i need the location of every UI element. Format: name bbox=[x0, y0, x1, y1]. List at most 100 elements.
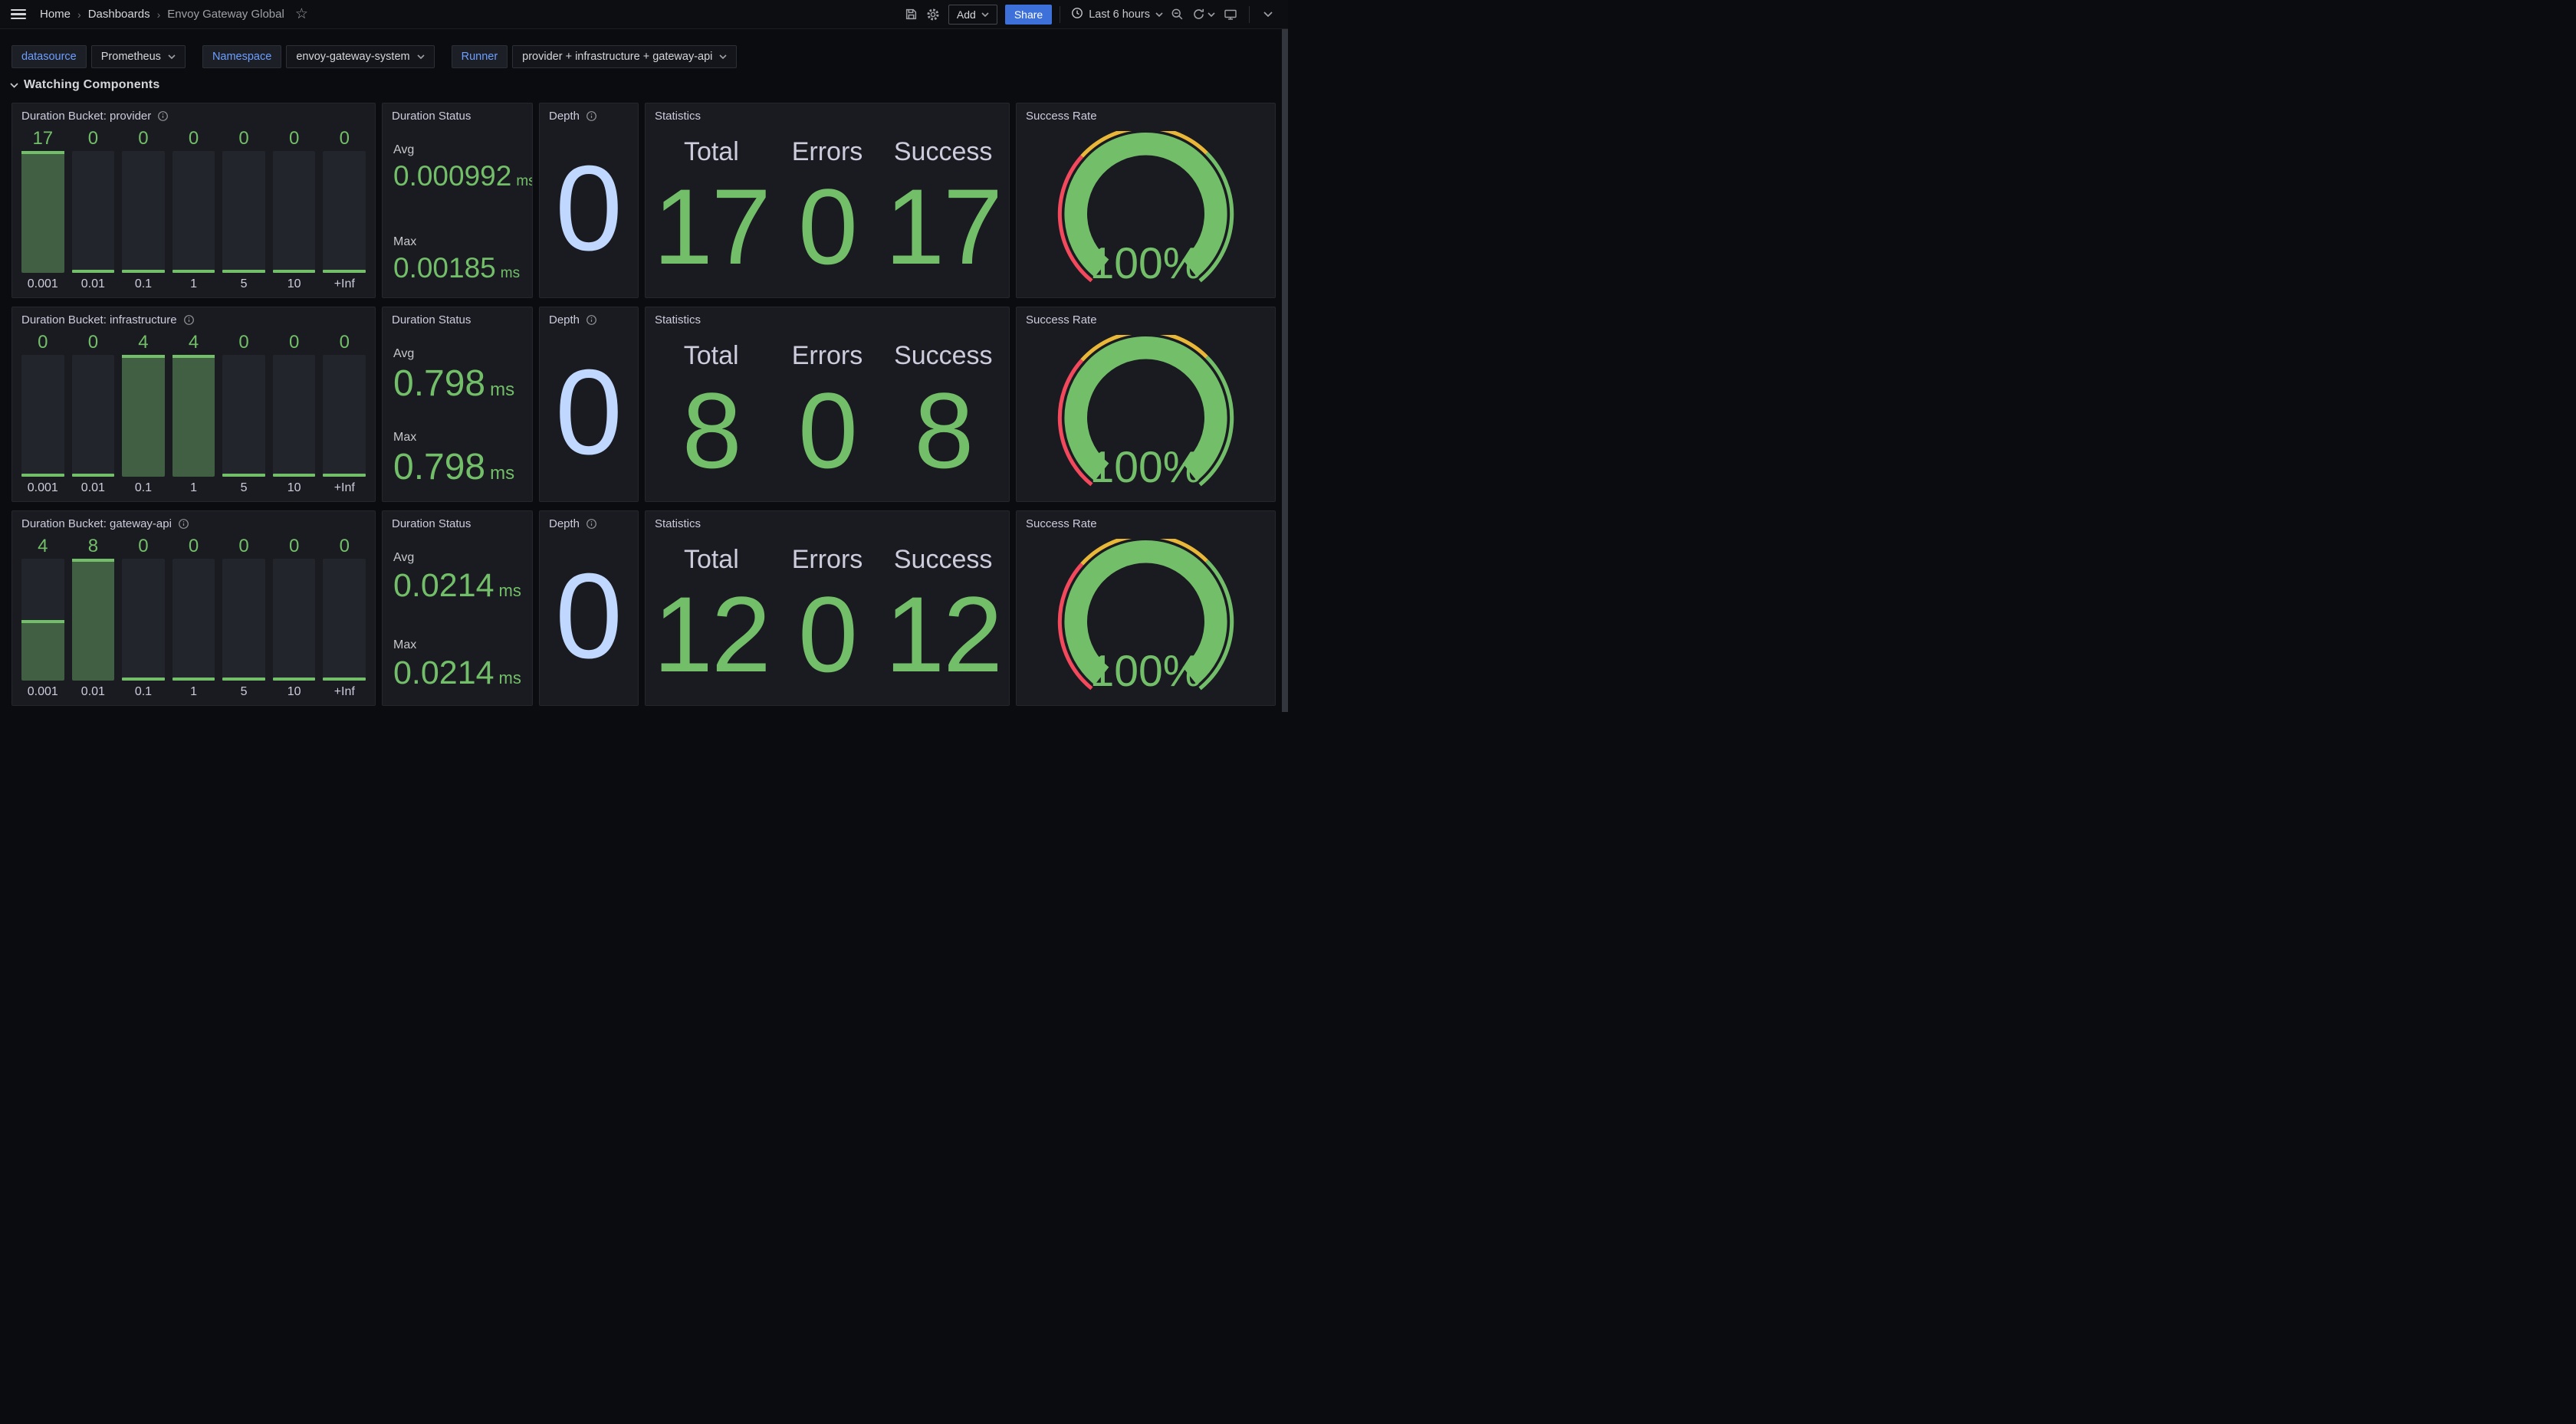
bar-column bbox=[21, 355, 64, 477]
star-icon[interactable]: ☆ bbox=[295, 7, 308, 21]
panel-title[interactable]: Duration Bucket: provider bbox=[21, 110, 151, 123]
bar-fill bbox=[21, 151, 64, 273]
panel-statistics: StatisticsTotal8Errors0Success8 bbox=[645, 307, 1010, 502]
breadcrumb-current-dashboard: Envoy Gateway Global bbox=[167, 8, 284, 21]
metric-value: 0.0214 bbox=[393, 655, 495, 691]
breadcrumb-home[interactable]: Home bbox=[40, 8, 71, 21]
panel-title[interactable]: Duration Status bbox=[392, 517, 471, 530]
bar-column bbox=[222, 151, 265, 273]
gear-icon[interactable] bbox=[922, 4, 944, 25]
panel-title[interactable]: Success Rate bbox=[1026, 110, 1097, 123]
bar-axis-label: 5 bbox=[222, 277, 265, 291]
kiosk-monitor-icon[interactable] bbox=[1220, 4, 1241, 25]
bar-axis-label: 0.001 bbox=[21, 277, 64, 291]
variable-value-namespace[interactable]: envoy-gateway-system bbox=[286, 45, 434, 68]
success-rate-gauge: 100% bbox=[1052, 539, 1240, 695]
bar-column bbox=[21, 559, 64, 681]
bar-column bbox=[21, 151, 64, 273]
metric-value: 0.798 bbox=[393, 363, 485, 404]
refresh-interval-chevron-icon[interactable] bbox=[1208, 12, 1215, 17]
panel-title[interactable]: Depth bbox=[549, 313, 580, 326]
bar-value: 4 bbox=[21, 536, 64, 557]
menu-icon[interactable] bbox=[11, 9, 26, 20]
vertical-scrollbar[interactable] bbox=[1282, 29, 1288, 712]
zoom-out-icon[interactable] bbox=[1166, 4, 1188, 25]
panel-title[interactable]: Depth bbox=[549, 110, 580, 123]
variable-label-runner: Runner bbox=[452, 45, 508, 68]
info-icon[interactable] bbox=[586, 110, 597, 122]
metric-label: Max bbox=[393, 235, 527, 249]
row-header-watching-components[interactable]: Watching Components bbox=[10, 77, 1288, 93]
success-rate-gauge: 100% bbox=[1052, 131, 1240, 287]
clock-icon bbox=[1071, 7, 1083, 22]
bar-column bbox=[172, 151, 215, 273]
share-button[interactable]: Share bbox=[1005, 5, 1052, 25]
chevron-down-icon bbox=[10, 83, 18, 88]
duration-avg-stat: Avg0.000992ms bbox=[393, 143, 527, 190]
stat-value: 0 bbox=[798, 360, 856, 501]
bar-value: 0 bbox=[222, 332, 265, 353]
breadcrumb-separator: › bbox=[77, 8, 81, 21]
metric-value: 0.0214 bbox=[393, 567, 495, 604]
metric-label: Max bbox=[393, 431, 527, 445]
panel-success-rate: Success Rate 100% bbox=[1016, 510, 1276, 706]
stat-value: 0 bbox=[798, 156, 856, 297]
refresh-icon[interactable] bbox=[1188, 4, 1209, 25]
info-icon[interactable] bbox=[586, 518, 597, 530]
bar-axis-label: 5 bbox=[222, 685, 265, 699]
bar-axis-label: 0.1 bbox=[122, 685, 165, 699]
variable-value-runner[interactable]: provider + infrastructure + gateway-api bbox=[512, 45, 737, 68]
bar-axis-label: 0.1 bbox=[122, 481, 165, 495]
info-icon[interactable] bbox=[586, 314, 597, 326]
metric-value: 0.798 bbox=[393, 447, 485, 487]
panel-title[interactable]: Duration Bucket: infrastructure bbox=[21, 313, 177, 326]
metric-unit: ms bbox=[501, 265, 520, 281]
panel-title[interactable]: Depth bbox=[549, 517, 580, 530]
panel-title[interactable]: Statistics bbox=[655, 313, 701, 326]
bar-column bbox=[273, 151, 316, 273]
bar-value: 0 bbox=[222, 536, 265, 557]
toolbar-expand-chevron-icon[interactable] bbox=[1257, 4, 1279, 25]
panel-title[interactable]: Statistics bbox=[655, 110, 701, 123]
panel-depth: Depth0 bbox=[539, 307, 639, 502]
stat-value: 12 bbox=[885, 564, 1001, 705]
panel-title[interactable]: Duration Status bbox=[392, 110, 471, 123]
panel-title[interactable]: Duration Status bbox=[392, 313, 471, 326]
stat-total: Total12 bbox=[653, 534, 770, 705]
time-range-picker[interactable]: Last 6 hours bbox=[1068, 7, 1166, 22]
stat-errors: Errors0 bbox=[770, 534, 886, 705]
info-icon[interactable] bbox=[157, 110, 169, 122]
panel-title[interactable]: Statistics bbox=[655, 517, 701, 530]
panel-title[interactable]: Success Rate bbox=[1026, 517, 1097, 530]
info-icon[interactable] bbox=[183, 314, 195, 326]
bar-fill bbox=[122, 355, 165, 477]
panel-title[interactable]: Duration Bucket: gateway-api bbox=[21, 517, 172, 530]
bar-value: 0 bbox=[172, 536, 215, 557]
breadcrumb-dashboards[interactable]: Dashboards bbox=[88, 8, 150, 21]
info-icon[interactable] bbox=[178, 518, 189, 530]
stat-errors: Errors0 bbox=[770, 126, 886, 297]
variable-value-datasource[interactable]: Prometheus bbox=[91, 45, 186, 68]
bar-value: 0 bbox=[72, 128, 115, 149]
bar-axis-label: 0.1 bbox=[122, 277, 165, 291]
bar-axis-label: 1 bbox=[172, 277, 215, 291]
stat-success: Success12 bbox=[885, 534, 1001, 705]
section-title: Watching Components bbox=[24, 78, 159, 92]
dashboard-variables-row: datasource Prometheus Namespace envoy-ga… bbox=[12, 45, 1288, 68]
bar-value: 0 bbox=[323, 536, 366, 557]
depth-value: 0 bbox=[540, 531, 638, 701]
bar-axis-label: 1 bbox=[172, 481, 215, 495]
panel-duration-status: Duration StatusAvg0.0214msMax0.0214ms bbox=[382, 510, 533, 706]
add-button[interactable]: Add bbox=[948, 5, 997, 25]
bar-value: 0 bbox=[222, 128, 265, 149]
panel-duration-bucket: Duration Bucket: gateway-api48000000.001… bbox=[12, 510, 376, 706]
bar-axis-label: +Inf bbox=[323, 685, 366, 699]
panel-duration-bucket: Duration Bucket: infrastructure00440000.… bbox=[12, 307, 376, 502]
save-icon[interactable] bbox=[901, 4, 922, 25]
bar-column bbox=[323, 559, 366, 681]
duration-avg-stat: Avg0.798ms bbox=[393, 347, 527, 402]
bar-axis-label: 0.001 bbox=[21, 685, 64, 699]
panel-title[interactable]: Success Rate bbox=[1026, 313, 1097, 326]
stat-value: 8 bbox=[682, 360, 741, 501]
metric-value: 0.00185 bbox=[393, 252, 496, 284]
